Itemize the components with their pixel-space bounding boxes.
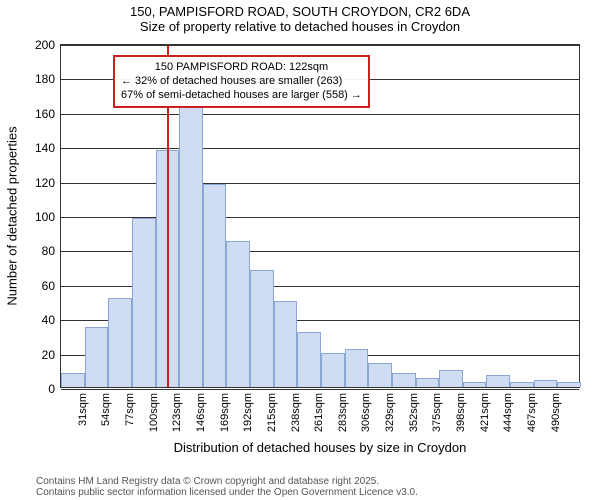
footer-line-1: Contains HM Land Registry data © Crown c… (36, 476, 418, 487)
x-tick-label: 444sqm (502, 393, 514, 432)
histogram-bar (439, 370, 463, 387)
histogram-bar (85, 327, 109, 387)
histogram-bar (463, 382, 487, 387)
y-tick-label: 100 (35, 210, 61, 224)
x-tick-label: 123sqm (171, 393, 183, 432)
histogram-bar (345, 349, 369, 387)
x-tick-label: 77sqm (124, 393, 136, 426)
x-tick-label: 306sqm (360, 393, 372, 432)
histogram-bar (416, 378, 440, 387)
y-tick-label: 0 (48, 382, 61, 396)
histogram-bar (61, 373, 85, 387)
y-tick-label: 160 (35, 107, 61, 121)
x-tick-label: 283sqm (337, 393, 349, 432)
histogram-bar (557, 382, 581, 387)
x-tick-label: 398sqm (455, 393, 467, 432)
histogram-bar (274, 301, 298, 387)
gridline (61, 114, 579, 115)
x-tick-label: 215sqm (266, 393, 278, 432)
y-tick-label: 180 (35, 72, 61, 86)
x-tick-label: 192sqm (242, 393, 254, 432)
gridline (61, 148, 579, 149)
footer-line-2: Contains public sector information licen… (36, 487, 418, 498)
x-tick-label: 467sqm (526, 393, 538, 432)
histogram-bar (203, 184, 227, 387)
x-tick-label: 100sqm (148, 393, 160, 432)
x-tick-label: 421sqm (479, 393, 491, 432)
histogram-bar (486, 375, 510, 387)
x-tick-label: 261sqm (313, 393, 325, 432)
y-tick-label: 20 (42, 348, 61, 362)
x-tick-label: 31sqm (77, 393, 89, 426)
histogram-bar (297, 332, 321, 387)
histogram-bar (392, 373, 416, 387)
title-line-2: Size of property relative to detached ho… (0, 19, 600, 34)
footer-attribution: Contains HM Land Registry data © Crown c… (36, 476, 418, 498)
x-tick-label: 169sqm (219, 393, 231, 432)
title-line-1: 150, PAMPISFORD ROAD, SOUTH CROYDON, CR2… (0, 4, 600, 19)
y-tick-label: 40 (42, 313, 61, 327)
x-axis-label: Distribution of detached houses by size … (60, 440, 580, 455)
y-tick-label: 120 (35, 176, 61, 190)
y-tick-label: 60 (42, 279, 61, 293)
y-tick-label: 140 (35, 141, 61, 155)
histogram-bar (510, 382, 534, 387)
x-tick-label: 54sqm (100, 393, 112, 426)
histogram-bar (108, 298, 132, 387)
gridline (61, 45, 579, 46)
x-tick-label: 352sqm (408, 393, 420, 432)
y-tick-label: 200 (35, 38, 61, 52)
y-axis-label: Number of detached properties (5, 126, 20, 305)
histogram-bar (321, 353, 345, 387)
chart-title-block: 150, PAMPISFORD ROAD, SOUTH CROYDON, CR2… (0, 0, 600, 34)
histogram-bar (226, 241, 250, 387)
annotation-line: 67% of semi-detached houses are larger (… (121, 88, 362, 102)
histogram-bar (132, 218, 156, 387)
annotation-line: 150 PAMPISFORD ROAD: 122sqm (121, 60, 362, 74)
histogram-bar (368, 363, 392, 387)
gridline (61, 183, 579, 184)
y-tick-label: 80 (42, 244, 61, 258)
annotation-line: ← 32% of detached houses are smaller (26… (121, 74, 362, 88)
x-tick-label: 490sqm (550, 393, 562, 432)
x-tick-label: 375sqm (431, 393, 443, 432)
x-tick-label: 329sqm (384, 393, 396, 432)
gridline (61, 389, 579, 390)
x-tick-label: 238sqm (290, 393, 302, 432)
histogram-bar (534, 380, 558, 387)
annotation-callout: 150 PAMPISFORD ROAD: 122sqm← 32% of deta… (113, 55, 370, 108)
x-tick-label: 146sqm (195, 393, 207, 432)
histogram-bar (250, 270, 274, 387)
histogram-plot-area: 150 PAMPISFORD ROAD: 122sqm← 32% of deta… (60, 44, 580, 388)
histogram-bar (179, 103, 203, 387)
